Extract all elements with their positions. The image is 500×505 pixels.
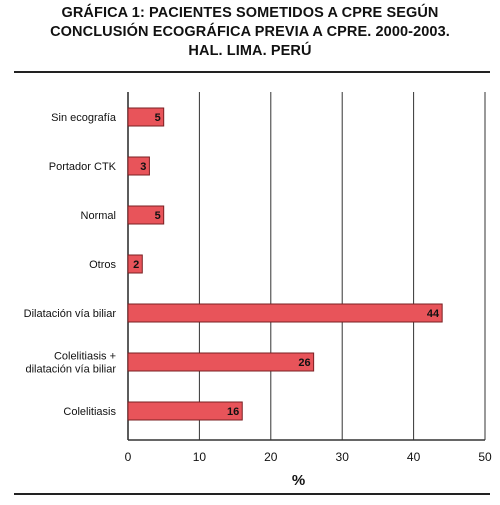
x-tick-label: 20 xyxy=(264,450,278,464)
chart-title: GRÁFICA 1: PACIENTES SOMETIDOS A CPRE SE… xyxy=(0,4,500,61)
bar xyxy=(127,205,165,225)
category-label: dilatación vía biliar xyxy=(26,364,117,376)
bar-value-label: 16 xyxy=(227,406,239,418)
bar xyxy=(127,401,243,421)
category-label: Otros xyxy=(89,259,116,271)
bottom-rule xyxy=(14,493,490,495)
bar xyxy=(127,254,143,274)
bar xyxy=(127,303,443,323)
x-tick-label: 10 xyxy=(193,450,207,464)
category-label: Normal xyxy=(81,210,116,222)
bar-value-label: 26 xyxy=(298,357,310,369)
category-label: Colelitiasis xyxy=(63,406,116,418)
title-line-2: CONCLUSIÓN ECOGRÁFICA PREVIA A CPRE. 200… xyxy=(50,24,450,40)
title-line-1: GRÁFICA 1: PACIENTES SOMETIDOS A CPRE SE… xyxy=(61,5,439,21)
x-tick-label: 40 xyxy=(407,450,421,464)
x-tick-label: 30 xyxy=(336,450,350,464)
category-label: Portador CTK xyxy=(49,161,117,173)
category-label: Colelitiasis + xyxy=(54,351,116,363)
bar xyxy=(127,156,150,176)
x-axis-label: % xyxy=(292,472,305,489)
bar-value-label: 5 xyxy=(155,112,161,124)
bar-value-label: 3 xyxy=(140,161,146,173)
bar xyxy=(127,352,315,372)
category-label: Dilatación vía biliar xyxy=(24,308,117,320)
x-tick-label: 50 xyxy=(478,450,492,464)
bar-value-label: 44 xyxy=(427,308,440,320)
bar xyxy=(127,107,165,127)
bar-value-label: 2 xyxy=(133,259,139,271)
title-rule xyxy=(14,71,490,73)
bar-value-label: 5 xyxy=(155,210,161,222)
x-tick-label: 0 xyxy=(125,450,132,464)
title-line-3: HAL. LIMA. PERÚ xyxy=(188,43,312,59)
category-label: Sin ecografía xyxy=(51,112,117,124)
